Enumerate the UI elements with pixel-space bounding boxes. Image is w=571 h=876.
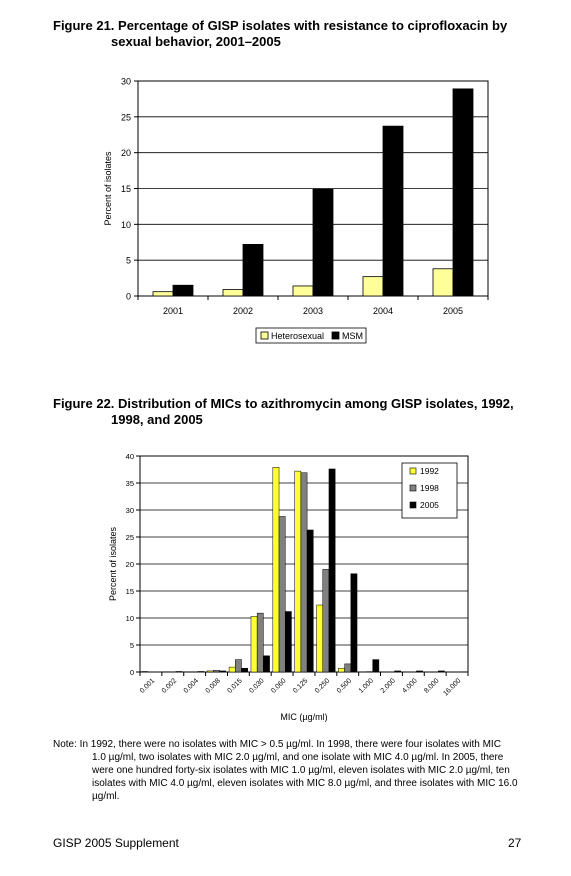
bar-2005-0.125 <box>306 529 314 673</box>
y-tick-label: 0 <box>126 292 131 302</box>
y-tick-label: 20 <box>121 148 131 158</box>
y-tick-label: 15 <box>126 587 134 596</box>
figure-22-title-line2: 1998, and 2005 <box>111 412 203 427</box>
y-tick-label: 15 <box>121 184 131 194</box>
x-tick-label-2.000: 2.000 <box>380 677 397 694</box>
x-tick-label-2004: 2004 <box>373 306 393 316</box>
bar-1992-0.060 <box>272 467 280 673</box>
note-rest: 1.0 µg/ml, two isolates with MIC 2.0 µg/… <box>92 752 518 802</box>
figure-21-chart: 0 5 10 15 20 25 30 Percent of isolates 2001 2002 2… <box>103 77 489 344</box>
figure-22-chart: 0 5 10 15 20 25 30 35 40 Percent of isolates 0.001… <box>108 452 469 722</box>
footer-page-number: 27 <box>508 836 522 850</box>
x-tick-label-0.125: 0.125 <box>292 677 309 694</box>
legend: Heterosexual MSM <box>255 327 367 344</box>
bar-1998-0.008 <box>213 670 220 673</box>
legend-label-msm: MSM <box>342 331 363 341</box>
x-tick-label-0.030: 0.030 <box>248 677 265 694</box>
bar-1998-0.500 <box>344 663 352 673</box>
legend-swatch-2005 <box>409 501 417 509</box>
x-tick-label-2001: 2001 <box>163 306 183 316</box>
footer-publication: GISP 2005 Supplement <box>53 836 179 850</box>
x-tick-label-2002: 2002 <box>233 306 253 316</box>
y-tick-label: 20 <box>126 560 134 569</box>
y-tick-label: 10 <box>121 220 131 230</box>
figure-22-title-line1: Figure 22. Distribution of MICs to azith… <box>53 396 514 411</box>
x-tick-label-0.002: 0.002 <box>161 677 178 694</box>
bar-1998-0.015 <box>235 659 242 673</box>
bar-2005-1.000 <box>372 659 380 673</box>
x-tick-label-0.060: 0.060 <box>270 677 287 694</box>
legend-swatch-1992 <box>409 467 417 475</box>
legend-label-heterosexual: Heterosexual <box>271 331 324 341</box>
x-tick-label-2003: 2003 <box>303 306 323 316</box>
y-tick-label: 5 <box>130 641 134 650</box>
bar-1998-0.250 <box>322 569 330 673</box>
bar-2005-2.000 <box>394 670 402 673</box>
bar-2005-0.004 <box>197 671 205 673</box>
x-tick-label-0.008: 0.008 <box>205 677 222 694</box>
bar-2005-0.008 <box>219 670 227 673</box>
y-tick-label: 25 <box>126 533 134 542</box>
y-tick-label: 40 <box>126 452 134 461</box>
x-tick-label-0.004: 0.004 <box>183 677 200 694</box>
bar-2005-0.500 <box>350 573 358 673</box>
bar-2005-0.002 <box>175 671 183 673</box>
bar-msm-2001 <box>172 284 194 297</box>
bar-1992-0.030 <box>250 616 258 673</box>
note-first-line: Note: In 1992, there were no isolates wi… <box>53 739 501 750</box>
legend-label-1992: 1992 <box>420 466 439 476</box>
y-tick-label: 30 <box>126 506 134 515</box>
x-axis-label: MIC (µg/ml) <box>280 712 327 722</box>
legend-swatch-heterosexual <box>260 331 269 340</box>
legend-label-2005: 2005 <box>420 500 439 510</box>
legend-label-1998: 1998 <box>420 483 439 493</box>
y-tick-label: 5 <box>126 256 131 266</box>
x-tick-label-4.000: 4.000 <box>401 677 418 694</box>
bar-2005-0.250 <box>328 468 336 673</box>
bar-2005-0.030 <box>263 655 270 673</box>
bar-msm-2005 <box>452 88 474 297</box>
x-tick-label-0.250: 0.250 <box>314 677 331 694</box>
x-tick-label-1.000: 1.000 <box>358 677 375 694</box>
bar-msm-2002 <box>242 243 264 297</box>
bar-1998-0.060 <box>278 516 286 673</box>
bar-1992-0.125 <box>294 470 302 673</box>
legend: 1992 1998 2005 <box>401 462 458 519</box>
y-tick-label: 35 <box>126 479 134 488</box>
y-tick-label: 10 <box>126 614 134 623</box>
x-tick-label-16.000: 16.000 <box>442 677 462 697</box>
figure-21-title: Figure 21. Percentage of GISP isolates w… <box>53 18 523 50</box>
bar-1998-0.030 <box>256 612 264 673</box>
figure-21-title-line1: Figure 21. Percentage of GISP isolates w… <box>53 18 508 33</box>
x-tick-label-8.000: 8.000 <box>423 677 440 694</box>
y-tick-label: 25 <box>121 112 131 122</box>
figure-22-title: Figure 22. Distribution of MICs to azith… <box>53 396 523 428</box>
bar-msm-2003 <box>312 188 334 297</box>
bar-2005-0.060 <box>284 611 292 673</box>
figure-21-title-line2: sexual behavior, 2001–2005 <box>111 34 281 49</box>
bar-1998-0.125 <box>300 472 308 673</box>
x-tick-label-0.001: 0.001 <box>139 677 156 694</box>
x-tick-label-2005: 2005 <box>443 306 463 316</box>
legend-swatch-msm <box>331 331 340 340</box>
bar-1992-0.250 <box>316 604 324 673</box>
bar-1992-0.015 <box>228 666 236 673</box>
bar-1992-0.500 <box>338 667 345 673</box>
bar-2005-4.000 <box>416 670 423 673</box>
legend-swatch-1998 <box>409 484 417 492</box>
figure-22-note: Note: In 1992, there were no isolates wi… <box>53 738 523 803</box>
bar-2005-0.015 <box>241 667 248 673</box>
x-tick-label-0.015: 0.015 <box>226 677 243 694</box>
y-axis-label: Percent of isolates <box>108 526 118 601</box>
bar-msm-2004 <box>382 125 404 297</box>
bar-1992-0.008 <box>206 670 214 673</box>
x-tick-label-0.500: 0.500 <box>336 677 353 694</box>
y-tick-label: 30 <box>121 77 131 87</box>
bar-2005-8.000 <box>438 670 445 673</box>
y-tick-label: 0 <box>130 668 134 677</box>
y-axis-label: Percent of isolates <box>103 151 113 226</box>
bar-1992-0.001 <box>141 671 149 673</box>
